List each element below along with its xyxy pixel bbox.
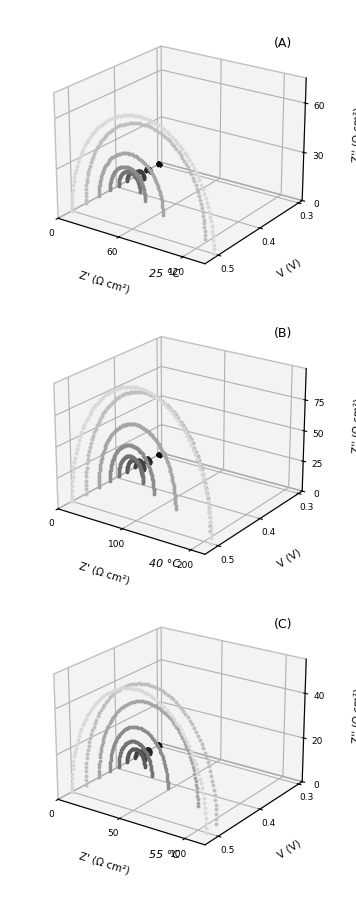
Text: (C): (C) bbox=[274, 618, 293, 631]
Y-axis label: V (V): V (V) bbox=[276, 548, 303, 569]
Text: (B): (B) bbox=[274, 328, 292, 340]
Y-axis label: V (V): V (V) bbox=[276, 838, 303, 860]
Y-axis label: V (V): V (V) bbox=[276, 257, 303, 279]
X-axis label: Z' (Ω cm²): Z' (Ω cm²) bbox=[78, 561, 131, 586]
Text: 40 °C: 40 °C bbox=[148, 559, 180, 569]
Text: 55 °C: 55 °C bbox=[148, 850, 180, 860]
Text: (A): (A) bbox=[274, 37, 292, 50]
X-axis label: Z' (Ω cm²): Z' (Ω cm²) bbox=[78, 852, 131, 876]
X-axis label: Z' (Ω cm²): Z' (Ω cm²) bbox=[78, 271, 131, 295]
Text: 25 °C: 25 °C bbox=[148, 269, 180, 279]
